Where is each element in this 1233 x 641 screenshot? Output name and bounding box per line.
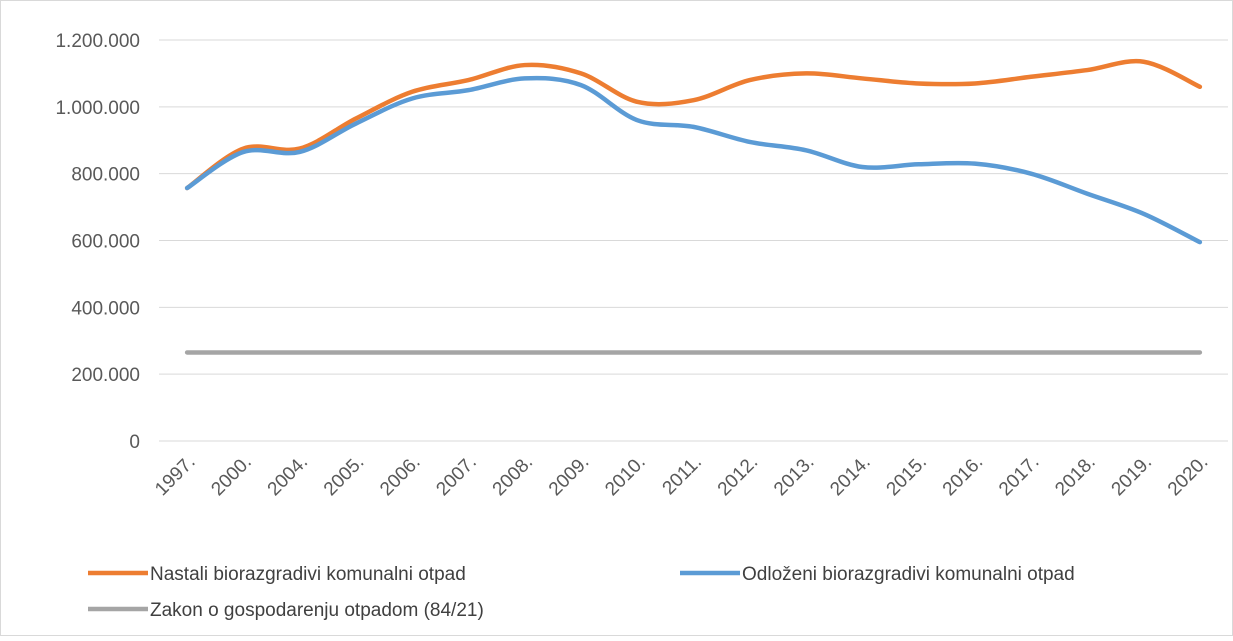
y-tick-label: 400.000	[71, 298, 140, 319]
y-tick-label: 1.200.000	[55, 31, 140, 52]
y-tick-label: 200.000	[71, 365, 140, 386]
legend-label: Nastali biorazgradivi komunalni otpad	[150, 564, 466, 585]
series-line	[184, 58, 1203, 191]
legend-label: Zakon o gospodarenju otpadom (84/21)	[150, 600, 484, 621]
legend-label: Odloženi biorazgradivi komunalni otpad	[742, 564, 1075, 585]
series-line	[184, 75, 1203, 245]
y-tick-label: 0	[129, 432, 140, 453]
y-tick-label: 600.000	[71, 232, 140, 253]
legend: Nastali biorazgradivi komunalni otpad Odl…	[88, 564, 1075, 621]
y-tick-label: 1.000.000	[55, 98, 140, 119]
y-tick-label: 800.000	[71, 165, 140, 186]
